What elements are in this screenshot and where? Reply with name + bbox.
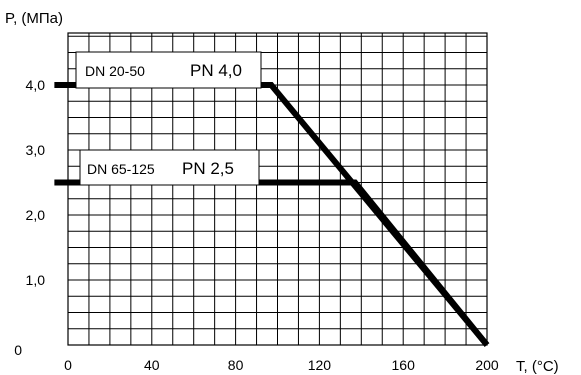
y-tick-label: 1,0 <box>26 272 46 288</box>
y-axis-title: P, (МПа) <box>5 10 63 27</box>
plot-frame <box>67 32 488 346</box>
x-tick-label: 200 <box>475 357 499 373</box>
series-label-2: DN 65-125 PN 2,5 <box>79 149 260 186</box>
x-tick-label: 160 <box>392 357 416 373</box>
y-tick-label: 4,0 <box>26 77 46 93</box>
y-tick-label: 0 <box>14 342 22 358</box>
series-label-dn: DN 65-125 <box>87 161 155 177</box>
series-label-dn: DN 20-50 <box>85 63 145 79</box>
x-tick-label: 40 <box>144 357 160 373</box>
series-label-box <box>75 51 262 89</box>
x-tick-label: 80 <box>228 357 244 373</box>
series-label-pn: PN 4,0 <box>190 61 242 80</box>
series-labels: DN 20-50 PN 4,0 DN 65-125 PN 2,5 <box>75 51 262 186</box>
y-tick-labels: 0 1,0 2,0 3,0 4,0 <box>14 77 45 358</box>
x-axis-title: T, (°C) <box>516 358 559 375</box>
x-tick-label: 120 <box>308 357 332 373</box>
y-tick-label: 3,0 <box>26 142 46 158</box>
y-tick-label: 2,0 <box>26 207 46 223</box>
series-label-pn: PN 2,5 <box>182 159 234 178</box>
series-label-box <box>79 149 260 186</box>
plot-border <box>67 32 488 346</box>
x-tick-labels: 0 40 80 120 160 200 <box>64 357 499 373</box>
series-label-1: DN 20-50 PN 4,0 <box>75 51 262 89</box>
x-tick-label: 0 <box>64 357 72 373</box>
